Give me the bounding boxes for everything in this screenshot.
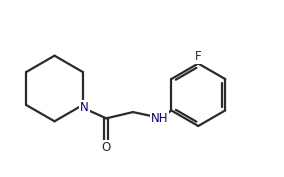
Text: N: N — [80, 101, 89, 114]
Text: F: F — [195, 50, 202, 63]
Text: O: O — [102, 141, 111, 154]
Text: NH: NH — [151, 112, 168, 125]
